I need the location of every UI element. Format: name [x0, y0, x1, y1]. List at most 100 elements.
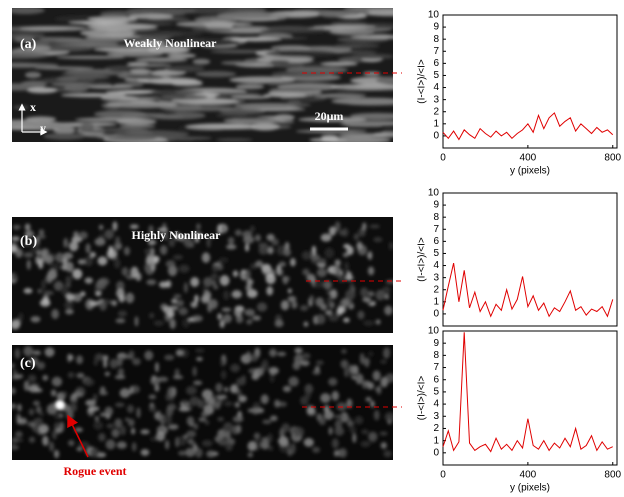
- speckle: [367, 250, 373, 261]
- speckle: [334, 419, 343, 430]
- y-tick-label: 9: [433, 200, 439, 211]
- speckle: [326, 296, 332, 305]
- speckle: [114, 418, 123, 429]
- speckle: [278, 436, 289, 447]
- speckle: [282, 275, 289, 285]
- speckle: [93, 421, 104, 430]
- speckle: [217, 224, 223, 235]
- speckle: [300, 305, 309, 312]
- speckle: [334, 414, 345, 419]
- speckle: [294, 347, 303, 354]
- speckle: [217, 263, 224, 271]
- speckle: [140, 448, 150, 456]
- speckle: [281, 423, 290, 433]
- speckle: [162, 232, 169, 241]
- speckle: [324, 247, 335, 259]
- speckle: [93, 358, 98, 366]
- speckle: [330, 84, 393, 90]
- speckle: [246, 278, 253, 288]
- speckle: [309, 294, 314, 303]
- speckle: [277, 351, 287, 357]
- speckle: [148, 394, 157, 400]
- speckle: [301, 251, 312, 260]
- speckle: [190, 277, 200, 287]
- speckle: [223, 290, 229, 301]
- speckle: [230, 383, 239, 394]
- speckle: [27, 87, 58, 94]
- speckle: [24, 230, 35, 239]
- speckle: [323, 280, 332, 290]
- speckle: [265, 25, 310, 30]
- speckle: [345, 125, 383, 129]
- y-tick-label: 0: [433, 447, 439, 458]
- speckle: [148, 312, 155, 319]
- y-tick-label: 2: [433, 284, 439, 295]
- speckle: [150, 437, 158, 442]
- line-series: [442, 263, 614, 318]
- speckle: [363, 71, 381, 76]
- speckle: [344, 120, 393, 125]
- speckle: [167, 424, 179, 430]
- speckle: [194, 294, 199, 304]
- speckle: [320, 303, 328, 311]
- speckle: [216, 11, 290, 20]
- speckle: [71, 236, 83, 243]
- speckle: [230, 363, 240, 373]
- speckle: [244, 243, 250, 252]
- speckle: [333, 450, 339, 457]
- speckle: [108, 245, 114, 254]
- speckle: [208, 298, 218, 309]
- speckle: [250, 353, 259, 362]
- speckle: [38, 424, 49, 434]
- speckle: [360, 440, 371, 448]
- speckle: [272, 62, 305, 69]
- speckle: [234, 229, 242, 236]
- speckle: [25, 71, 42, 79]
- speckle: [265, 273, 276, 285]
- panel-label: (b): [20, 234, 37, 249]
- y-tick-label: 7: [433, 224, 439, 235]
- speckle: [175, 20, 239, 28]
- speckle: [217, 394, 228, 400]
- speckle: [266, 233, 275, 241]
- y-tick-label: 6: [433, 374, 439, 385]
- speckle: [269, 415, 278, 422]
- speckle: [83, 378, 95, 387]
- speckle: [328, 314, 339, 322]
- speckle: [349, 426, 357, 434]
- speckle: [315, 360, 324, 366]
- y-tick-label: 3: [433, 272, 439, 283]
- speckle: [247, 441, 257, 452]
- speckle: [59, 286, 67, 293]
- speckle: [164, 439, 170, 450]
- y-tick-label: 0: [433, 131, 439, 142]
- speckle: [77, 122, 96, 131]
- speckle: [385, 279, 393, 284]
- speckle: [217, 438, 228, 446]
- speckle: [222, 422, 234, 434]
- speckle: [185, 447, 196, 457]
- speckle: [171, 298, 178, 304]
- speckle: [313, 279, 324, 289]
- speckle: [34, 66, 94, 70]
- speckle: [265, 50, 338, 57]
- speckle: [134, 316, 139, 327]
- speckle: [287, 288, 292, 294]
- speckle: [45, 273, 54, 284]
- speckle: [72, 293, 82, 302]
- speckle: [89, 300, 99, 307]
- y-axis-label: (I-<I>)/<I>: [417, 237, 428, 282]
- speckle: [195, 70, 237, 78]
- speckle: [172, 254, 183, 260]
- speckle: [119, 388, 131, 398]
- speckle: [351, 53, 393, 60]
- speckle: [119, 124, 156, 129]
- speckle: [343, 8, 393, 11]
- y-tick-label: 4: [433, 399, 439, 410]
- speckle: [94, 415, 100, 422]
- speckle: [114, 402, 125, 408]
- speckle: [28, 357, 39, 366]
- speckle: [42, 374, 49, 381]
- speckle: [55, 38, 128, 43]
